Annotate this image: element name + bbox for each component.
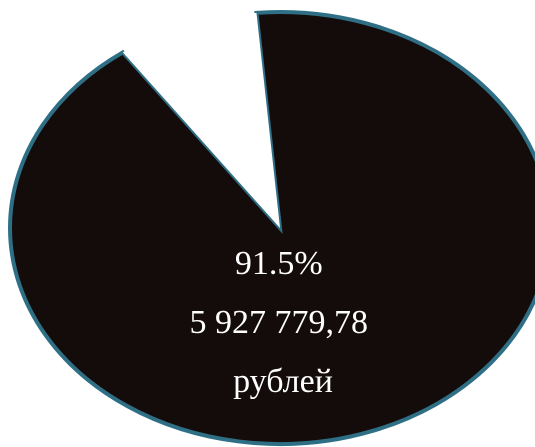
slice-label: 91.5% 5 927 779,78 рублей (190, 245, 377, 400)
slice-label-amount: 5 927 779,78 (190, 304, 369, 341)
slice-label-percent: 91.5% (235, 245, 323, 282)
pie-slice-1 (122, 12, 280, 228)
pie-slice-0 (8, 10, 535, 446)
slice-label-unit: рублей (233, 363, 333, 400)
pie-slices (8, 10, 535, 446)
